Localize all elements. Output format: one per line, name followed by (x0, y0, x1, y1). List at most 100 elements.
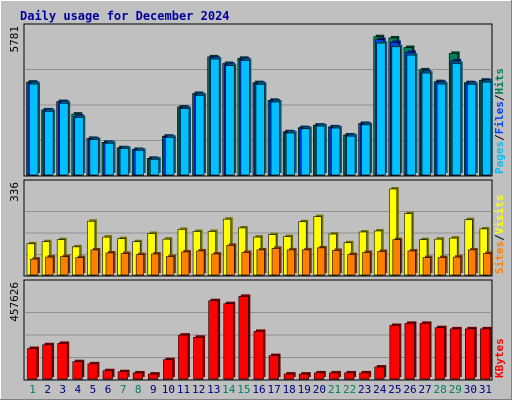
legend-hits: Hits (493, 68, 506, 95)
bar-pages-day-18 (285, 130, 297, 176)
bar-kbytes-day-14-face (223, 303, 234, 380)
x-tick-label-day-11: 11 (177, 383, 190, 396)
bar-sites-day-9 (150, 252, 161, 276)
bar-sites-day-27 (422, 255, 433, 276)
bar-kbytes-day-21 (329, 370, 341, 380)
bar-kbytes-day-4-face (72, 361, 83, 380)
bar-kbytes-day-13-face (208, 300, 219, 380)
bar-sites-day-7 (120, 251, 131, 276)
bar-kbytes-day-17-face (268, 355, 279, 380)
bar-pages-day-7 (119, 146, 131, 176)
x-tick-label-day-20: 20 (313, 383, 326, 396)
x-tick-label-day-10: 10 (162, 383, 175, 396)
bar-sites-day-11 (181, 249, 191, 276)
x-tick-label-day-1: 1 (29, 383, 36, 396)
legend-separator: / (493, 94, 506, 101)
bar-kbytes-day-2-face (42, 344, 53, 380)
bar-pages-day-20 (316, 124, 327, 176)
bar-pages-day-19 (300, 126, 312, 176)
bar-sites-day-17 (271, 246, 282, 276)
bar-sites-day-10 (166, 254, 176, 276)
panel-visits-sites-max-label: 336 (8, 182, 21, 202)
bar-pages-day-30-face (467, 84, 477, 176)
bar-pages-day-12-face (195, 95, 205, 176)
bar-kbytes-day-26-face (404, 323, 415, 380)
bar-sites-day-25 (392, 237, 403, 276)
bar-kbytes-day-12-face (193, 337, 204, 380)
legend-visits: Visits (493, 195, 506, 235)
bar-pages-day-13 (210, 57, 222, 176)
bar-sites-day-31 (483, 251, 493, 276)
bar-sites-day-18-face (286, 249, 295, 276)
bar-kbytes-day-15-face (238, 296, 249, 380)
bar-sites-day-23-face (362, 252, 371, 276)
bar-sites-day-19 (301, 247, 312, 276)
legend-files: Files (493, 101, 506, 134)
x-tick-label-day-19: 19 (298, 383, 311, 396)
bar-pages-day-13-face (210, 58, 220, 176)
x-tick-label-day-17: 17 (267, 383, 280, 396)
x-tick-label-day-31: 31 (479, 383, 492, 396)
bar-sites-day-24 (377, 249, 388, 276)
bar-kbytes-day-3-face (57, 343, 68, 380)
bar-sites-day-12 (196, 248, 207, 276)
x-tick-label-day-25: 25 (388, 383, 401, 396)
bar-kbytes-day-4 (72, 359, 85, 380)
bar-pages-day-26 (406, 53, 418, 176)
bar-pages-day-24 (376, 41, 388, 176)
bar-sites-day-24-face (377, 251, 386, 276)
bar-sites-day-5 (90, 247, 101, 276)
x-tick-label-day-26: 26 (403, 383, 416, 396)
bar-kbytes-day-8 (132, 370, 145, 380)
bar-sites-day-5-face (90, 249, 99, 276)
bar-sites-day-20 (317, 245, 327, 276)
bar-sites-day-28-face (437, 257, 446, 276)
bar-pages-day-30 (467, 82, 478, 176)
x-tick-label-day-8: 8 (135, 383, 142, 396)
legend-kbytes: KBytes (493, 338, 506, 378)
bar-kbytes-day-24-face (374, 366, 385, 380)
bar-sites-day-2 (45, 255, 56, 276)
bar-kbytes-day-25-face (389, 325, 400, 380)
bar-pages-day-4-face (74, 117, 84, 176)
bar-pages-day-18-face (285, 132, 295, 176)
bar-kbytes-day-16-face (253, 331, 264, 380)
bar-kbytes-day-11-face (178, 334, 189, 380)
bar-kbytes-day-12 (193, 335, 206, 380)
panel-hits-files-pages-max-label: 5781 (8, 26, 21, 53)
bar-pages-day-29-face (451, 63, 462, 176)
bar-sites-day-21 (332, 248, 342, 276)
bar-pages-day-14-face (225, 65, 235, 176)
x-tick-label-day-15: 15 (237, 383, 250, 396)
bar-pages-day-22 (346, 134, 358, 176)
panel-kbytes: 457626 KBytes (8, 279, 506, 381)
bar-sites-day-15 (241, 250, 252, 276)
bar-pages-day-22-face (346, 135, 356, 176)
bar-sites-day-16 (256, 247, 267, 276)
x-tick-label-day-9: 9 (150, 383, 157, 396)
bar-kbytes-day-24 (374, 365, 387, 380)
bar-pages-day-25 (391, 44, 403, 176)
bar-pages-day-15-face (240, 60, 250, 176)
x-tick-label-day-18: 18 (283, 383, 296, 396)
bar-sites-day-27-face (422, 257, 431, 276)
bar-kbytes-day-13 (208, 298, 221, 380)
bar-pages-day-9-face (149, 158, 160, 176)
x-tick-label-day-16: 16 (252, 383, 265, 396)
bar-pages-day-26-face (406, 54, 416, 176)
legend-separator: / (493, 134, 506, 141)
bar-kbytes-day-10 (163, 357, 175, 380)
bar-pages-day-10 (165, 135, 176, 176)
bar-sites-day-9-face (150, 253, 160, 276)
bar-sites-day-30 (468, 247, 478, 276)
bar-pages-day-25-face (391, 46, 401, 176)
bar-sites-day-28 (437, 255, 448, 276)
bar-pages-day-17 (270, 100, 282, 176)
bar-sites-day-6 (105, 250, 116, 276)
bar-kbytes-day-11 (178, 333, 190, 380)
bar-kbytes-day-3 (57, 341, 70, 380)
bar-pages-day-14 (225, 63, 237, 176)
bar-sites-day-14 (226, 243, 237, 276)
